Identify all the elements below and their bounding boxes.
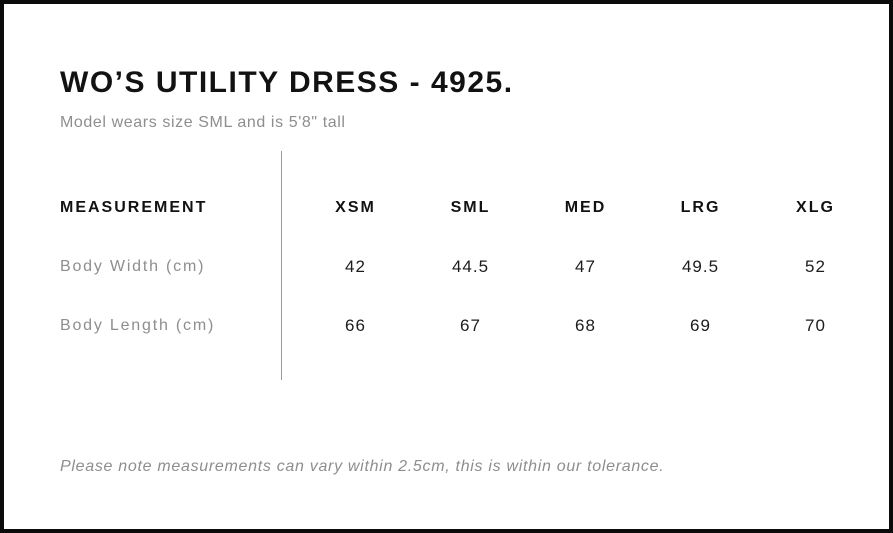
column-header-xsm: XSM — [335, 198, 376, 216]
body-length-xlg-value: 70 — [805, 315, 826, 335]
body-width-med-value: 47 — [575, 256, 596, 276]
body-length-sml-value: 67 — [460, 315, 481, 335]
column-header-lrg: LRG — [680, 198, 721, 216]
size-measurement-table: MEASUREMENT XSM SML MED LRG XLG Body Wid… — [60, 178, 873, 355]
body-width-lrg-value: 49.5 — [681, 256, 720, 276]
body-width-xlg-value: 52 — [805, 256, 826, 276]
column-header-measurement: MEASUREMENT — [60, 198, 208, 216]
row-label-body-width: Body Width (cm) — [60, 257, 206, 275]
product-title: WO’S UTILITY DRESS - 4925. — [60, 66, 514, 99]
body-length-xsm-value: 66 — [345, 315, 366, 335]
tolerance-note: Please note measurements can vary within… — [60, 458, 665, 475]
column-header-xlg: XLG — [796, 198, 835, 216]
body-length-lrg-value: 69 — [690, 315, 711, 335]
body-width-xsm-value: 42 — [345, 256, 366, 276]
table-vertical-divider — [281, 151, 282, 380]
body-length-med-value: 68 — [575, 315, 596, 335]
body-width-sml-value: 44.5 — [451, 256, 490, 276]
column-header-med: MED — [564, 198, 607, 216]
column-header-sml: SML — [450, 198, 491, 216]
row-label-body-length: Body Length (cm) — [60, 316, 216, 334]
model-size-info: Model wears size SML and is 5'8" tall — [60, 114, 346, 131]
